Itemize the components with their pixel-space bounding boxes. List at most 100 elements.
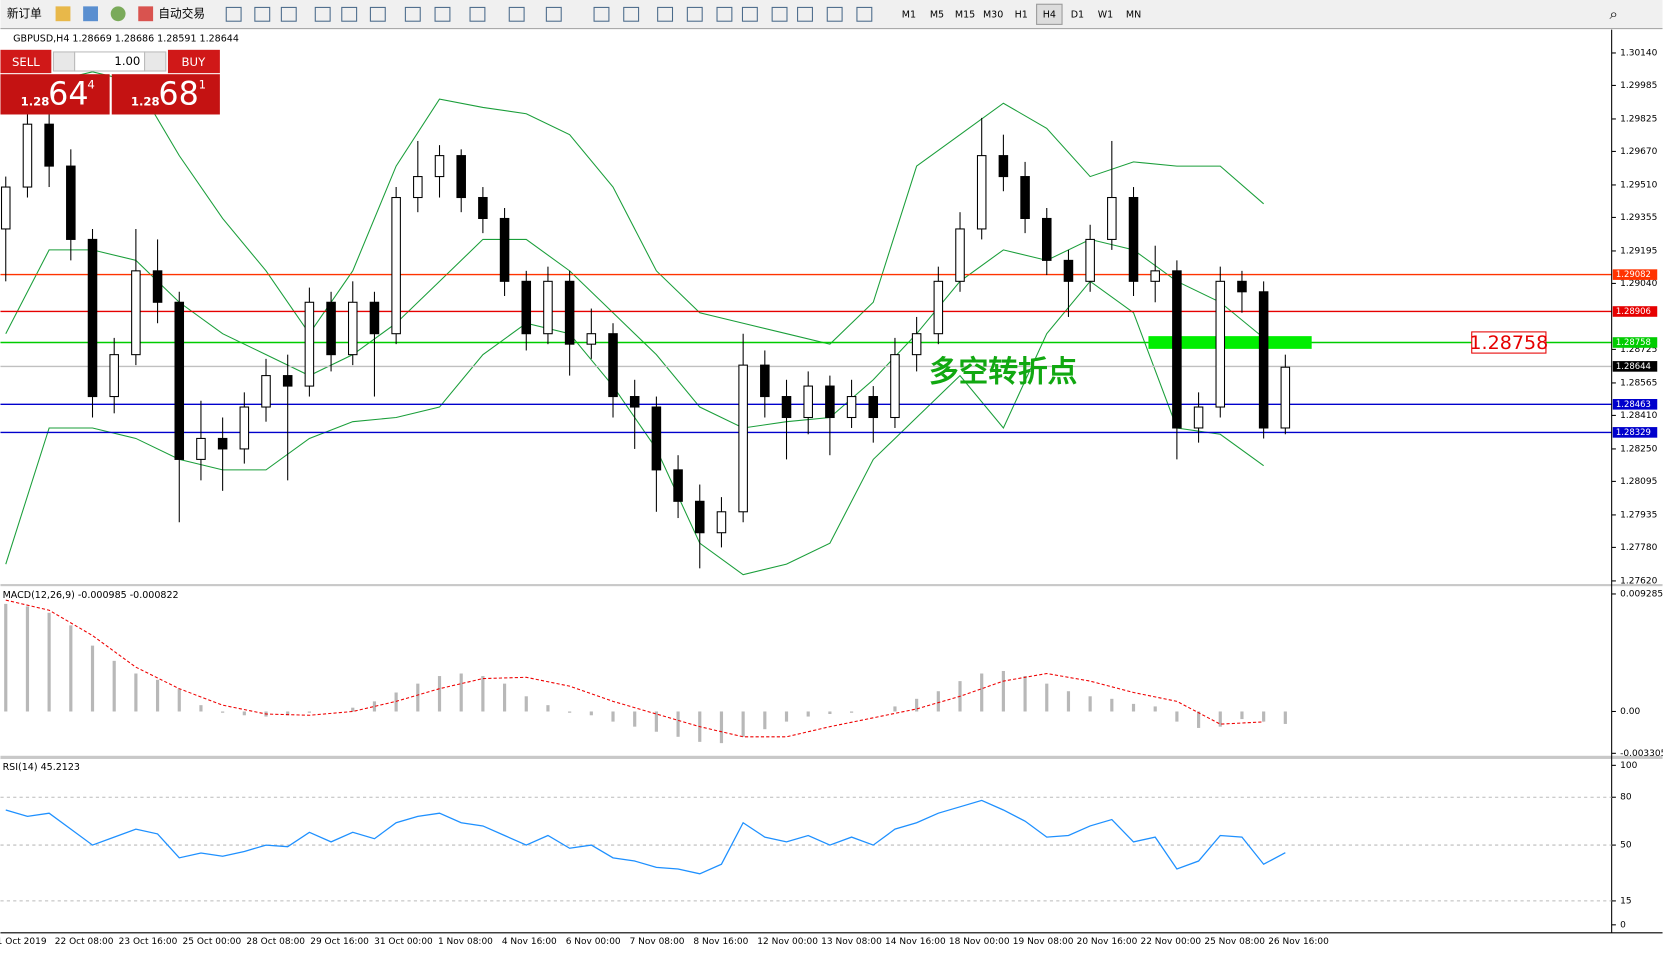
icon[interactable] bbox=[55, 6, 71, 22]
toolbar: 新订单 自动交易 M1 M5 M15 M30 H1 H4 D1 W1 MN ⌕ bbox=[0, 0, 1663, 30]
candle-body bbox=[1193, 406, 1204, 429]
candle-body bbox=[976, 155, 987, 230]
macd-signal bbox=[5, 599, 1264, 738]
candle-body bbox=[1085, 238, 1095, 282]
tool-icon[interactable] bbox=[280, 6, 297, 22]
candle-body bbox=[868, 396, 879, 419]
tool-icon[interactable] bbox=[225, 6, 242, 22]
sell-label[interactable]: SELL bbox=[12, 55, 40, 69]
x-tick-label: 14 Nov 16:00 bbox=[885, 937, 946, 947]
candle-body bbox=[1063, 259, 1074, 282]
y-tick-label: 1.29040 bbox=[1620, 279, 1657, 289]
buy-big: 1.28 bbox=[131, 94, 160, 108]
tool-icon[interactable] bbox=[341, 6, 358, 22]
candle-body bbox=[347, 301, 358, 356]
period-button[interactable]: M15 bbox=[955, 9, 975, 20]
level-label: 1.28758 bbox=[1616, 337, 1651, 347]
tool-icon[interactable] bbox=[508, 6, 525, 22]
tool-icon[interactable] bbox=[369, 6, 386, 22]
period-button[interactable]: MN bbox=[1126, 9, 1141, 20]
period-button[interactable]: M30 bbox=[983, 9, 1003, 20]
candle-body bbox=[131, 270, 141, 356]
lots-up[interactable] bbox=[144, 51, 167, 72]
search-icon[interactable]: ⌕ bbox=[1610, 6, 1618, 23]
candle-body bbox=[738, 364, 748, 513]
tool-icon[interactable] bbox=[404, 6, 421, 22]
level-label: 1.28463 bbox=[1616, 399, 1651, 409]
candle-body bbox=[955, 228, 965, 282]
candle-body bbox=[261, 375, 271, 408]
tool-icon[interactable] bbox=[657, 6, 674, 22]
candle-body bbox=[87, 238, 98, 398]
period-button[interactable]: W1 bbox=[1098, 9, 1113, 20]
candle-body bbox=[456, 155, 466, 199]
lots-value[interactable]: 1.00 bbox=[114, 54, 140, 68]
marker-box bbox=[1471, 331, 1547, 354]
candle-body bbox=[1215, 280, 1226, 408]
x-tick-label: 29 Oct 16:00 bbox=[310, 937, 369, 947]
y-tick-label: -0.003305 bbox=[1620, 749, 1663, 759]
buy-label[interactable]: BUY bbox=[182, 55, 207, 69]
period-button[interactable]: M5 bbox=[930, 9, 944, 20]
tool-icon[interactable] bbox=[771, 6, 788, 22]
candle-body bbox=[564, 280, 575, 345]
candle-body bbox=[44, 123, 54, 167]
icon[interactable] bbox=[138, 6, 154, 22]
y-tick-label: 1.28250 bbox=[1620, 444, 1657, 454]
icon[interactable] bbox=[83, 6, 98, 22]
icon[interactable] bbox=[110, 6, 126, 22]
auto-trading[interactable]: 自动交易 bbox=[158, 6, 205, 20]
buy-pips: 68 bbox=[158, 75, 198, 112]
tool-icons bbox=[225, 6, 873, 22]
candle-body bbox=[1237, 280, 1247, 293]
lots-down[interactable] bbox=[52, 51, 76, 72]
tool-icon[interactable] bbox=[686, 6, 703, 22]
trade-panel: SELL 1.00 BUY 1.28 64 4 1.28 68 1 bbox=[0, 49, 220, 115]
period-button[interactable]: H1 bbox=[1015, 9, 1028, 20]
tool-icon[interactable] bbox=[469, 6, 486, 22]
tool-icon[interactable] bbox=[826, 6, 843, 22]
sell-price-box[interactable] bbox=[0, 74, 110, 115]
buy-button[interactable] bbox=[167, 49, 220, 74]
sell-button[interactable] bbox=[0, 49, 52, 74]
y-tick-label: 1.28725 bbox=[1620, 345, 1657, 355]
tool-icon[interactable] bbox=[314, 6, 331, 22]
candle-body bbox=[239, 406, 250, 450]
period-button[interactable]: D1 bbox=[1071, 9, 1084, 20]
tool-icon[interactable] bbox=[593, 6, 610, 22]
candle-body bbox=[521, 280, 532, 335]
tool-icon[interactable] bbox=[856, 6, 873, 22]
buy-price-box[interactable] bbox=[111, 74, 220, 115]
tool-icon[interactable] bbox=[545, 6, 562, 22]
candle-body bbox=[174, 301, 185, 460]
candle-body bbox=[109, 354, 119, 398]
y-tick-label: 0.009285 bbox=[1620, 589, 1663, 599]
tool-icon[interactable] bbox=[254, 6, 271, 22]
candle-body bbox=[326, 301, 336, 356]
tool-icon[interactable] bbox=[434, 6, 451, 22]
new-order[interactable]: 新订单 bbox=[7, 6, 42, 20]
candle-body bbox=[543, 280, 553, 335]
bollinger-middle bbox=[5, 238, 1264, 429]
y-tick-label: 1.27935 bbox=[1620, 510, 1657, 520]
x-tick-label: 7 Nov 08:00 bbox=[630, 937, 685, 947]
candle-body bbox=[781, 396, 792, 419]
tool-icon[interactable] bbox=[716, 6, 733, 22]
tool-icon[interactable] bbox=[623, 6, 640, 22]
period-button[interactable]: H4 bbox=[1043, 9, 1056, 20]
x-tick-label: 8 Nov 16:00 bbox=[693, 937, 748, 947]
separator bbox=[0, 584, 1663, 587]
candle-body bbox=[391, 196, 401, 335]
tool-icon[interactable] bbox=[797, 6, 813, 22]
candle-body bbox=[1172, 270, 1182, 429]
candle-body bbox=[1107, 196, 1117, 240]
candle-body bbox=[1280, 366, 1291, 429]
marker-label: 1.28758 bbox=[1469, 332, 1548, 354]
x-tick-label: 12 Nov 00:00 bbox=[757, 937, 818, 947]
level-label: 1.28906 bbox=[1616, 306, 1651, 316]
period-button[interactable]: M1 bbox=[902, 9, 916, 20]
candle-body bbox=[1020, 176, 1030, 220]
candle-body bbox=[152, 270, 163, 303]
tool-icon[interactable] bbox=[741, 6, 758, 22]
